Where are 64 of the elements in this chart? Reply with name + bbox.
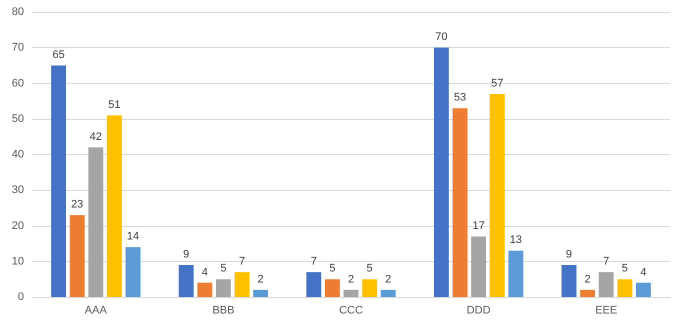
bar bbox=[197, 282, 212, 297]
bar bbox=[598, 272, 614, 297]
bar bbox=[51, 65, 66, 297]
bar bbox=[178, 264, 194, 297]
bar bbox=[253, 290, 268, 297]
y-tick-label: 0 bbox=[18, 291, 24, 303]
data-label: 57 bbox=[491, 77, 504, 90]
y-tick-label: 80 bbox=[12, 6, 24, 18]
y-tick-label: 30 bbox=[12, 184, 24, 196]
data-label: 7 bbox=[603, 256, 610, 268]
data-label: 42 bbox=[90, 130, 102, 143]
data-label: 70 bbox=[435, 31, 448, 44]
bar bbox=[380, 290, 396, 297]
bar bbox=[508, 250, 524, 297]
bar bbox=[562, 264, 576, 297]
bar bbox=[471, 236, 486, 297]
x-tick-label: EEE bbox=[595, 304, 618, 316]
data-label: 2 bbox=[258, 273, 264, 286]
x-tick-label: AAA bbox=[84, 304, 108, 316]
data-label: 9 bbox=[566, 248, 572, 260]
bar bbox=[216, 279, 231, 297]
bar bbox=[344, 290, 358, 297]
y-tick-label: 70 bbox=[12, 42, 24, 54]
data-label: 5 bbox=[220, 262, 226, 275]
data-label: 9 bbox=[183, 248, 190, 260]
y-tick-label: 50 bbox=[12, 112, 24, 125]
data-label: 4 bbox=[202, 266, 208, 278]
y-tick-label: 60 bbox=[12, 77, 24, 90]
bar bbox=[106, 115, 122, 297]
data-label: 65 bbox=[52, 48, 65, 61]
bar bbox=[126, 247, 140, 297]
bar bbox=[490, 94, 505, 297]
bar bbox=[362, 279, 378, 297]
data-label: 2 bbox=[584, 273, 591, 286]
bar bbox=[88, 147, 104, 297]
bar bbox=[434, 48, 449, 297]
data-label: 13 bbox=[510, 234, 522, 246]
data-label: 5 bbox=[329, 262, 336, 275]
bar bbox=[636, 282, 651, 297]
x-tick-label: DDD bbox=[466, 304, 491, 316]
bar bbox=[324, 279, 340, 297]
y-tick-label: 40 bbox=[12, 148, 24, 160]
y-tick-label: 10 bbox=[12, 255, 24, 268]
data-label: 7 bbox=[310, 256, 317, 268]
bar bbox=[70, 215, 85, 297]
data-label: 14 bbox=[126, 230, 140, 243]
data-label: 23 bbox=[71, 198, 84, 211]
data-label: 7 bbox=[238, 256, 246, 268]
data-label: 53 bbox=[454, 92, 466, 104]
bar bbox=[234, 272, 250, 297]
data-label: 5 bbox=[366, 262, 373, 275]
x-tick-label: CCC bbox=[339, 304, 363, 316]
bar bbox=[306, 272, 322, 297]
bar bbox=[617, 279, 632, 297]
y-tick-label: 20 bbox=[12, 220, 24, 232]
data-label: 2 bbox=[385, 273, 392, 286]
data-label: 51 bbox=[108, 98, 121, 111]
data-label: 2 bbox=[348, 273, 354, 286]
data-label: 5 bbox=[622, 262, 628, 275]
bar bbox=[452, 108, 468, 297]
data-label: 4 bbox=[640, 266, 646, 278]
x-tick-label: BBB bbox=[212, 304, 234, 316]
bar bbox=[580, 290, 596, 297]
data-label: 17 bbox=[472, 220, 485, 232]
